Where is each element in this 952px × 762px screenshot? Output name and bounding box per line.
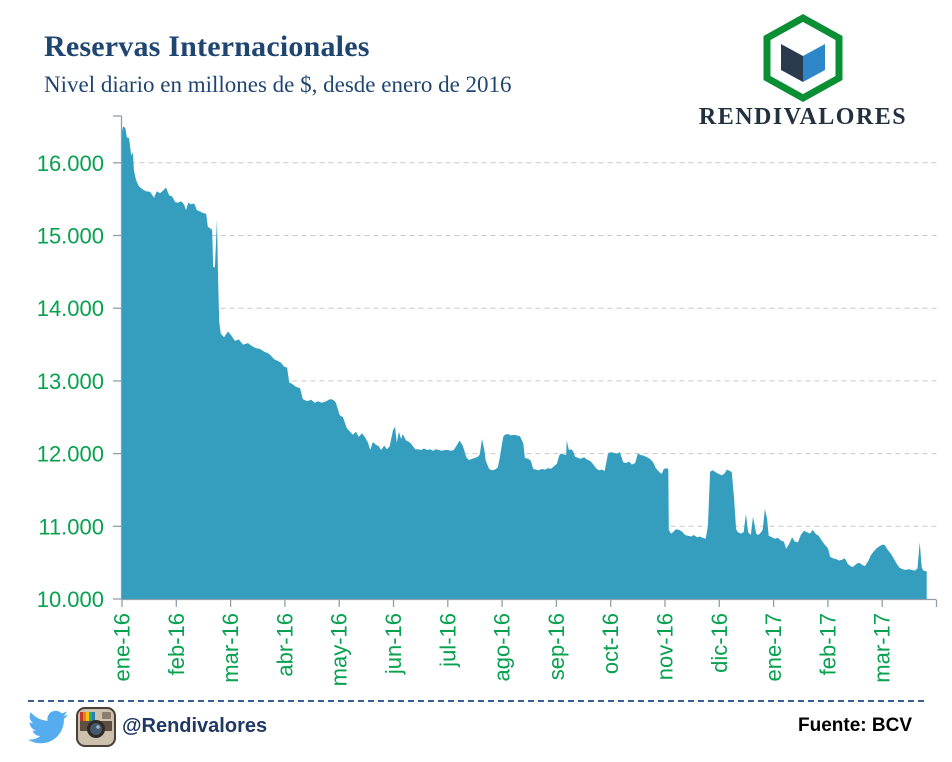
source-label: Fuente: BCV xyxy=(798,715,912,736)
brand-hexagon-cube-icon xyxy=(763,14,843,102)
x-axis-label: jul-16 xyxy=(435,613,460,668)
y-axis-label: 14.000 xyxy=(37,296,104,321)
footer-separator xyxy=(28,700,924,702)
x-axis-label: sep-16 xyxy=(544,613,569,680)
y-axis-label: 15.000 xyxy=(37,224,104,249)
x-axis-label: ago-16 xyxy=(490,613,515,682)
x-axis-label: mar-17 xyxy=(870,613,895,683)
y-axis-label: 10.000 xyxy=(37,587,104,612)
x-axis-label: mar-16 xyxy=(218,613,243,683)
x-axis-label: dic-16 xyxy=(707,613,732,673)
x-axis-label: ene-16 xyxy=(110,613,135,682)
x-axis-label: nov-16 xyxy=(653,613,678,680)
brand-name: RENDIVALORES xyxy=(698,104,908,130)
y-axis-label: 13.000 xyxy=(37,369,104,394)
x-axis-label: jun-16 xyxy=(381,613,406,675)
page-subtitle: Nivel diario en millones de $, desde ene… xyxy=(44,72,512,97)
x-axis-label: oct-16 xyxy=(598,613,623,674)
reserves-area-series xyxy=(122,126,927,600)
social-handle: @Rendivalores xyxy=(122,715,268,737)
twitter-icon xyxy=(28,710,68,744)
x-axis-label: abr-16 xyxy=(272,613,297,677)
x-axis-label: may-16 xyxy=(327,613,352,686)
brand-logo: RENDIVALORES xyxy=(690,14,916,130)
x-axis-label: feb-17 xyxy=(815,613,840,675)
page-title: Reservas Internacionales xyxy=(44,30,370,63)
y-axis-label: 11.000 xyxy=(38,514,104,539)
y-axis-label: 12.000 xyxy=(37,442,104,467)
instagram-icon xyxy=(76,707,116,747)
x-axis-label: feb-16 xyxy=(164,613,189,675)
x-axis-label: ene-17 xyxy=(761,613,786,682)
y-axis-label: 16.000 xyxy=(37,151,104,176)
